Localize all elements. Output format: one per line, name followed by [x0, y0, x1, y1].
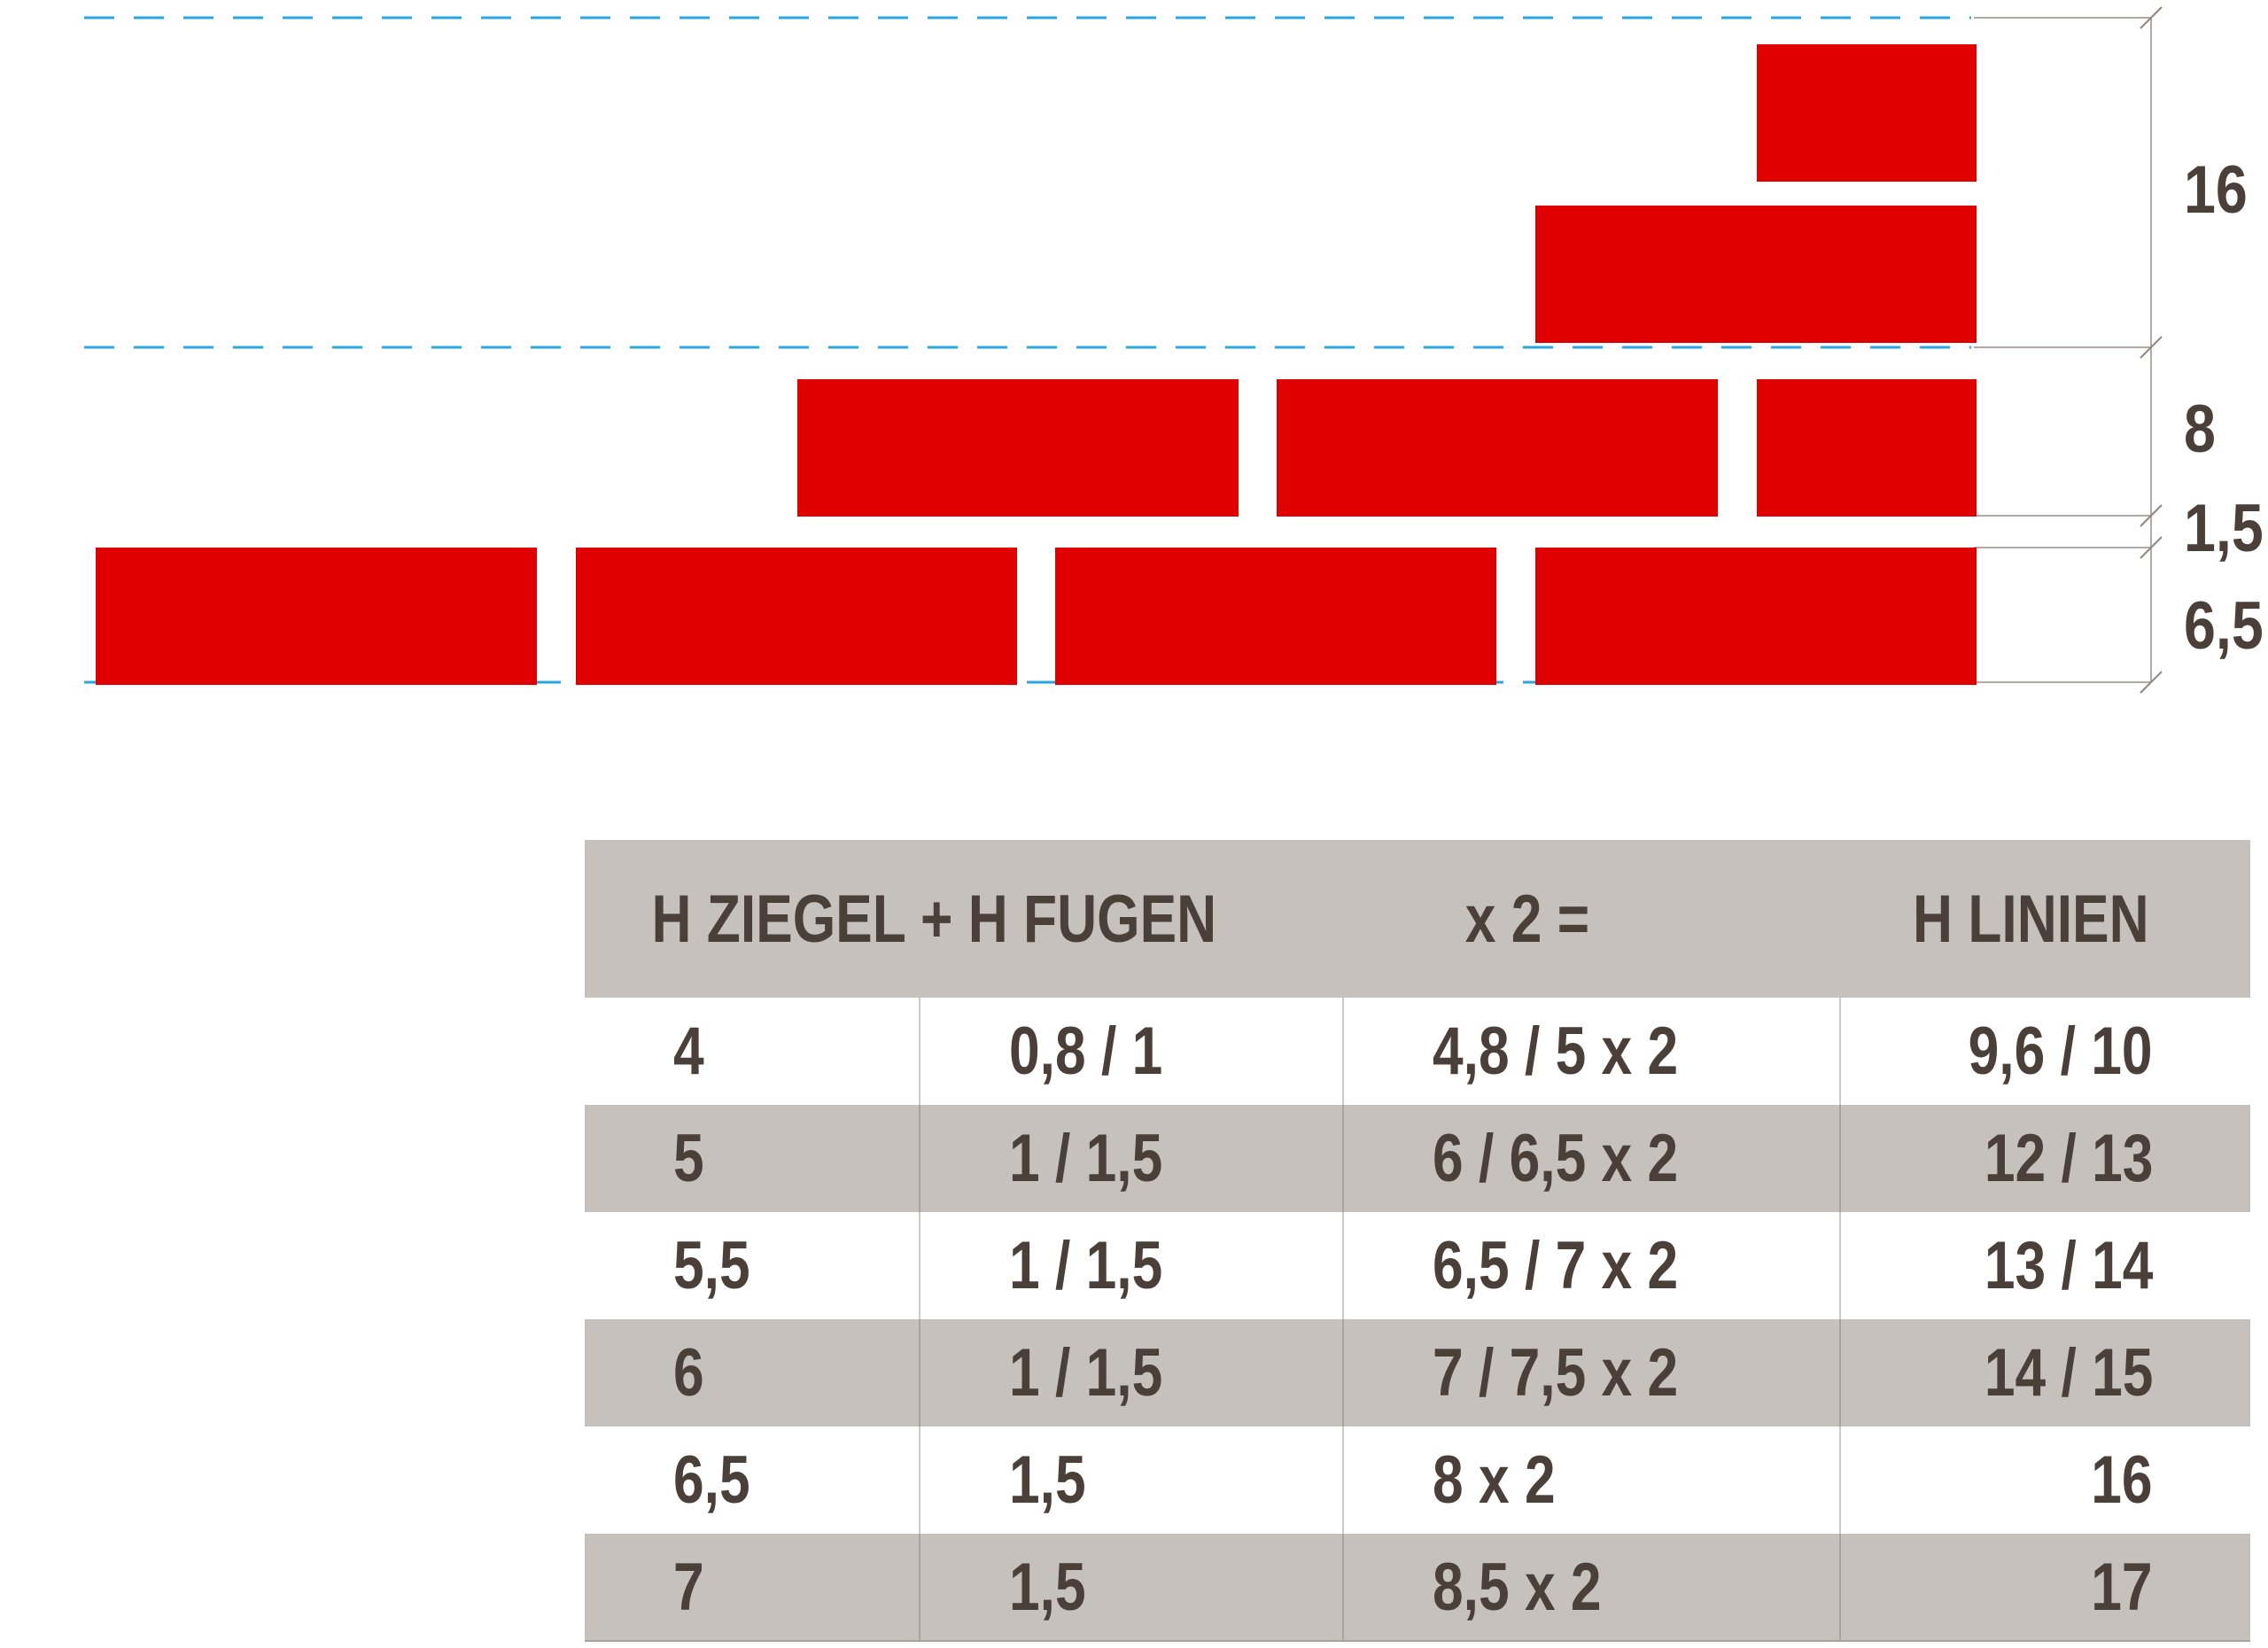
table-cell: 1 / 1,5: [918, 1319, 1344, 1426]
table-cell: 4,8 / 5 x 2: [1342, 998, 1841, 1105]
table-cell: 9,6 / 10: [1839, 998, 2251, 1105]
table-cell: 12 / 13: [1839, 1105, 2251, 1212]
table-cell: 5,5: [673, 1228, 750, 1303]
brick: [576, 548, 1017, 685]
brick: [1757, 44, 1977, 182]
table-cell: 13 / 14: [1839, 1212, 2251, 1319]
header-h-ziegel-h-fugen: H ZIEGEL + H FUGEN: [651, 881, 1217, 957]
dimension-label-1-5: 1,5: [2184, 490, 2264, 565]
dimension-label-6-5: 6,5: [2184, 587, 2264, 663]
brick: [96, 548, 537, 685]
table-cell: 5: [673, 1121, 704, 1196]
table-cell: 7: [673, 1549, 704, 1625]
brick: [1055, 548, 1496, 685]
table-cell: 1,5: [918, 1426, 1344, 1534]
dimension-tick-bottom: [2140, 671, 2163, 694]
table-row: 5 1 / 1,5 6 / 6,5 x 2 12 / 13: [585, 1105, 2251, 1212]
dimension-tick-top: [2140, 6, 2163, 29]
brick: [1535, 548, 1977, 685]
table-header-row: H ZIEGEL + H FUGEN x 2 = H LINIEN: [585, 840, 2251, 998]
table-cell: 17: [1839, 1534, 2251, 1641]
table-cell: 6 / 6,5 x 2: [1342, 1105, 1841, 1212]
dimension-table: H ZIEGEL + H FUGEN x 2 = H LINIEN 4 0,8 …: [585, 840, 2251, 1642]
table-cell: 4: [673, 1014, 704, 1089]
brick-diagram: 16 8 1,5 6,5: [84, 6, 2264, 694]
dimension-tick-joint-top: [2140, 504, 2163, 527]
dimension-label-16: 16: [2184, 152, 2248, 227]
table-cell: 14 / 15: [1839, 1319, 2251, 1426]
table-cell: 1 / 1,5: [918, 1105, 1344, 1212]
table-cell: 8 x 2: [1342, 1426, 1841, 1534]
table-row: 4 0,8 / 1 4,8 / 5 x 2 9,6 / 10: [585, 998, 2251, 1105]
table-row: 6,5 1,5 8 x 2 16: [585, 1426, 2251, 1534]
table-cell: 1 / 1,5: [918, 1212, 1344, 1319]
table-row: 7 1,5 8,5 x 2 17: [585, 1534, 2251, 1641]
table-cell: 6,5 / 7 x 2: [1342, 1212, 1841, 1319]
brick: [1535, 206, 1977, 343]
table-cell: 1,5: [918, 1534, 1344, 1641]
dimension-tick-joint-bottom: [2140, 536, 2163, 559]
table: H ZIEGEL + H FUGEN x 2 = H LINIEN 4 0,8 …: [585, 840, 2251, 1642]
table-cell: 8,5 x 2: [1342, 1534, 1841, 1641]
table-cell: 7 / 7,5 x 2: [1342, 1319, 1841, 1426]
table-row: 6 1 / 1,5 7 / 7,5 x 2 14 / 15: [585, 1319, 2251, 1426]
table-cell: 6: [673, 1335, 704, 1411]
header-h-linien: H LINIEN: [1913, 881, 2149, 957]
table-cell: 6,5: [673, 1442, 750, 1518]
header-x2: x 2 =: [1464, 881, 1590, 957]
table-cell: 0,8 / 1: [918, 998, 1344, 1105]
table-row: 5,5 1 / 1,5 6,5 / 7 x 2 13 / 14: [585, 1212, 2251, 1319]
brick: [1757, 379, 1977, 517]
table-cell: 16: [1839, 1426, 2251, 1534]
dimension-tick-middle: [2140, 336, 2163, 359]
brick: [797, 379, 1239, 517]
brick: [1277, 379, 1718, 517]
dimension-label-8: 8: [2184, 391, 2216, 466]
